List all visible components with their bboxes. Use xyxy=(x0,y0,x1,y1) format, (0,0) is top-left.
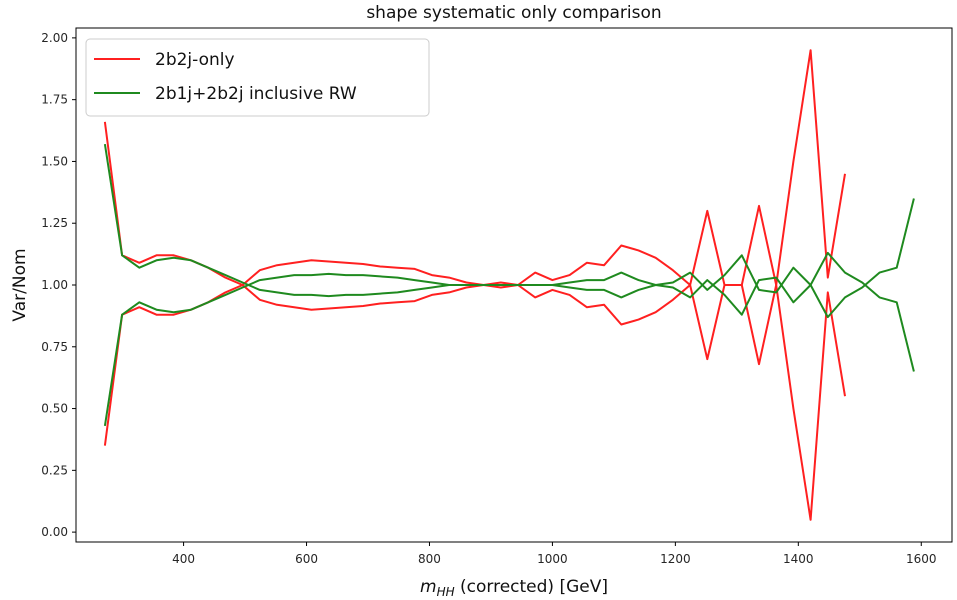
y-tick-label: 0.00 xyxy=(41,525,68,539)
y-tick-label: 1.25 xyxy=(41,216,68,230)
legend-label-inclusive-rw: 2b1j+2b2j inclusive RW xyxy=(155,84,357,104)
y-tick-label: 0.25 xyxy=(41,463,68,477)
y-tick-label: 0.75 xyxy=(41,340,68,354)
series-line-1 xyxy=(103,281,846,521)
chart-title: shape systematic only comparison xyxy=(366,3,661,23)
x-tick-label: 1000 xyxy=(537,552,568,566)
x-axis-label-rest: (corrected) [GeV] xyxy=(455,577,608,597)
y-tick-label: 2.00 xyxy=(41,31,68,45)
x-tick-label: 600 xyxy=(295,552,318,566)
legend-label-2b2j-only: 2b2j-only xyxy=(155,50,235,70)
x-axis-label-var: m xyxy=(420,577,437,597)
y-axis-label: Var/Nom xyxy=(10,248,30,321)
x-tick-label: 800 xyxy=(418,552,441,566)
x-tick-label: 400 xyxy=(172,552,195,566)
x-tick-label: 1400 xyxy=(783,552,814,566)
x-axis-ticks: 400 600 800 1000 1200 1400 1600 xyxy=(172,542,937,566)
y-axis-ticks: 0.00 0.25 0.50 0.75 1.00 1.25 1.50 1.75 2.00 xyxy=(41,31,76,539)
y-tick-label: 1.75 xyxy=(41,93,68,107)
y-tick-label: 1.50 xyxy=(41,154,68,168)
series-line-0 xyxy=(103,49,846,289)
y-tick-label: 0.50 xyxy=(41,402,68,416)
plot-area-frame xyxy=(75,27,953,543)
series-line-3 xyxy=(103,251,915,427)
x-axis-label-sub: HH xyxy=(437,585,455,599)
x-tick-label: 1600 xyxy=(906,552,937,566)
y-tick-label: 1.00 xyxy=(41,278,68,292)
legend: 2b2j-only 2b1j+2b2j inclusive RW xyxy=(85,38,430,117)
legend-box xyxy=(85,38,430,117)
plot-lines xyxy=(103,49,915,521)
x-tick-label: 1200 xyxy=(660,552,691,566)
x-axis-label: mHH (corrected) [GeV] xyxy=(420,577,608,599)
